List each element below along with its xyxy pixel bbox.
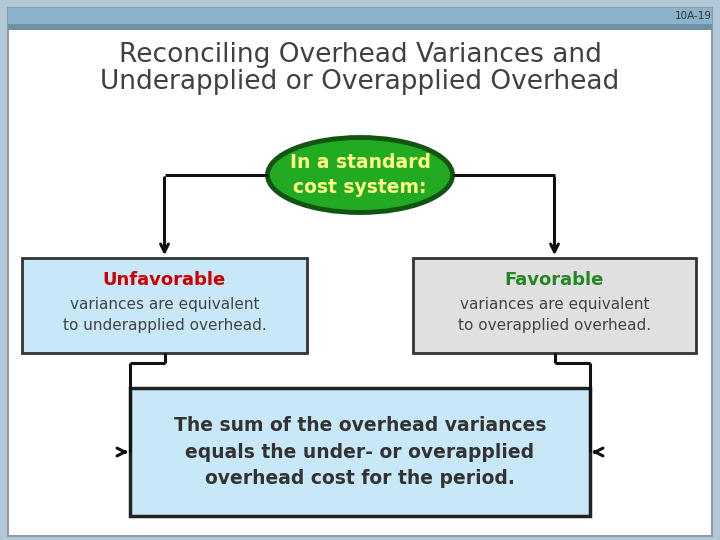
Text: The sum of the overhead variances
equals the under- or overapplied
overhead cost: The sum of the overhead variances equals… (174, 416, 546, 488)
Text: Unfavorable: Unfavorable (103, 271, 226, 289)
FancyBboxPatch shape (22, 258, 307, 353)
Text: variances are equivalent
to overapplied overhead.: variances are equivalent to overapplied … (458, 297, 651, 333)
Text: Underapplied or Overapplied Overhead: Underapplied or Overapplied Overhead (100, 69, 620, 95)
Text: Reconciling Overhead Variances and: Reconciling Overhead Variances and (119, 42, 601, 68)
FancyBboxPatch shape (8, 8, 712, 536)
FancyBboxPatch shape (8, 8, 712, 26)
Text: In a standard
cost system:: In a standard cost system: (289, 153, 431, 197)
FancyBboxPatch shape (413, 258, 696, 353)
Text: Favorable: Favorable (505, 271, 604, 289)
Text: 10A-19: 10A-19 (675, 11, 712, 21)
FancyBboxPatch shape (130, 388, 590, 516)
FancyBboxPatch shape (8, 24, 712, 30)
Text: variances are equivalent
to underapplied overhead.: variances are equivalent to underapplied… (63, 297, 266, 333)
Ellipse shape (268, 138, 452, 213)
